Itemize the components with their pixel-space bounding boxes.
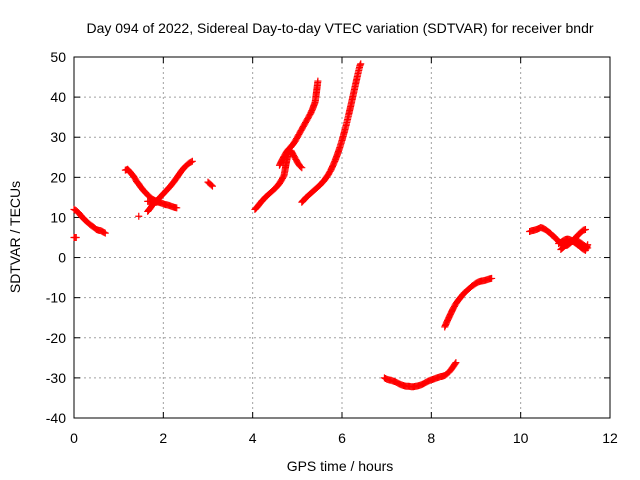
x-tick-label: 2: [159, 430, 167, 446]
data-point: [187, 158, 195, 166]
data-point: [488, 274, 496, 282]
data-point: [101, 229, 109, 237]
data-point: [357, 60, 365, 68]
data-point: [207, 181, 215, 189]
data-point: [155, 198, 163, 206]
y-tick-label: -10: [46, 290, 66, 306]
y-tick-label: -20: [46, 330, 66, 346]
grid: [74, 57, 610, 418]
data-point: [135, 212, 143, 220]
data-point: [452, 359, 460, 367]
data-points: [70, 60, 592, 391]
axis-ticks: 0 2 4 6 8 10 12 -40 -30 -20 -10 0 10 20 30 40 50: [46, 49, 618, 446]
data-point: [581, 225, 589, 233]
data-point: [451, 360, 459, 368]
x-tick-label: 10: [513, 430, 529, 446]
x-tick-label: 0: [70, 430, 78, 446]
data-point: [173, 204, 181, 212]
y-tick-label: -40: [46, 410, 66, 426]
y-tick-label: 0: [58, 250, 66, 266]
x-tick-label: 12: [602, 430, 618, 446]
data-point: [188, 157, 196, 165]
y-tick-label: 40: [50, 89, 66, 105]
data-point: [297, 163, 305, 171]
x-tick-label: 8: [427, 430, 435, 446]
data-point: [208, 182, 216, 190]
data-point: [298, 164, 306, 172]
y-tick-label: 50: [50, 49, 66, 65]
x-tick-label: 6: [338, 430, 346, 446]
data-point: [100, 228, 108, 236]
x-axis-label: GPS time / hours: [287, 458, 394, 474]
data-point: [584, 241, 592, 249]
y-tick-label: 30: [50, 129, 66, 145]
y-tick-label: 10: [50, 209, 66, 225]
x-tick-label: 4: [249, 430, 257, 446]
y-axis-label: SDTVAR / TECUs: [7, 181, 23, 293]
y-tick-label: -30: [46, 370, 66, 386]
y-tick-label: 20: [50, 169, 66, 185]
data-point: [72, 234, 80, 241]
data-point: [314, 77, 322, 85]
chart-title: Day 094 of 2022, Sidereal Day-to-day VTE…: [86, 20, 593, 36]
